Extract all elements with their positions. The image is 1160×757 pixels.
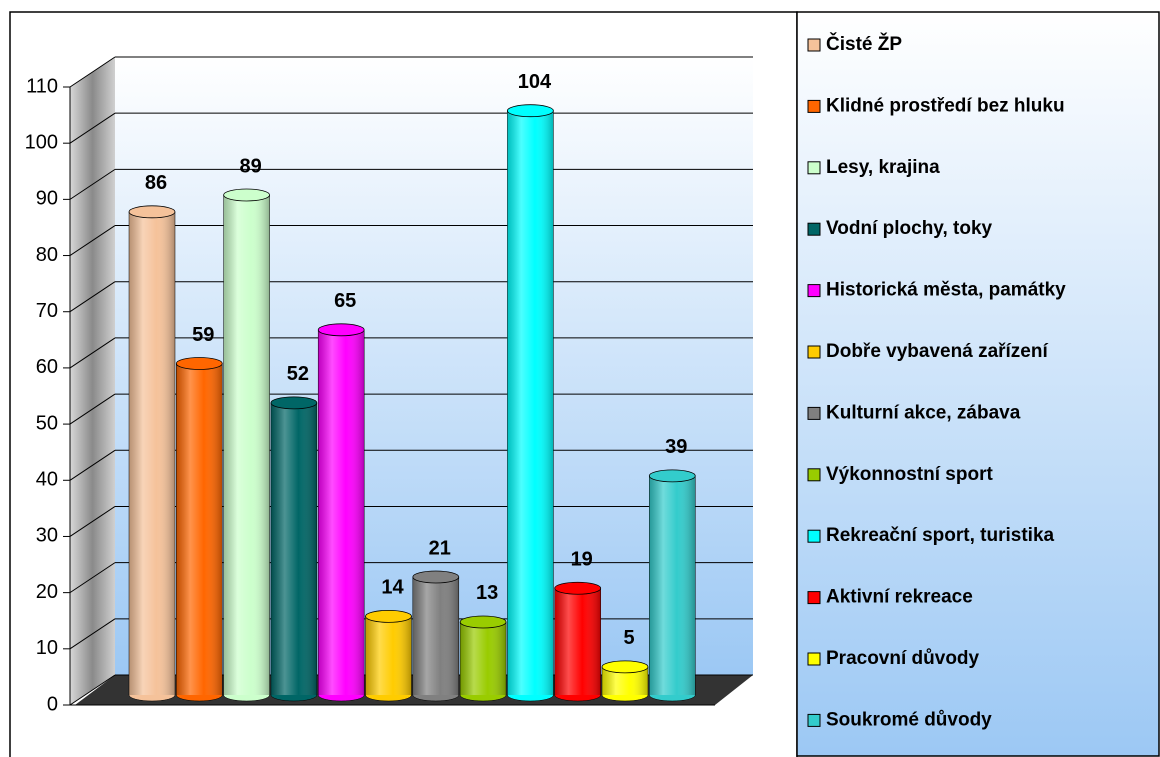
legend-swatch [807, 284, 821, 298]
legend-label: Soukromé důvody [826, 709, 992, 730]
y-tick-label: 10 [36, 637, 58, 659]
grid-line [69, 337, 116, 369]
bar-top [270, 396, 318, 410]
legend-swatch [807, 652, 821, 666]
legend-swatch [807, 529, 821, 543]
legend-label: Rekreační sport, turistika [826, 525, 1055, 546]
legend-label: Klidné prostředí bez hluku [826, 95, 1065, 116]
legend-swatch [807, 222, 821, 236]
grid-line [69, 112, 116, 144]
y-tick-label: 90 [36, 188, 58, 210]
grid-line [69, 618, 116, 650]
legend-label: Historická města, památky [826, 280, 1066, 301]
side-wall [70, 57, 115, 705]
bar-shading [554, 588, 601, 695]
y-tick-label: 80 [36, 244, 58, 266]
legend-label: Kulturní akce, zábava [826, 402, 1021, 423]
y-tick-label: 30 [36, 525, 58, 547]
bar-top [507, 104, 554, 118]
grid-line [69, 506, 116, 537]
bar-top [175, 357, 223, 370]
y-tick-label: 110 [26, 75, 58, 97]
legend-label: Aktivní rekreace [826, 587, 973, 608]
bar-shading [412, 577, 459, 695]
data-label: 89 [239, 155, 261, 177]
legend-swatch [807, 468, 821, 482]
data-label: 14 [381, 577, 404, 599]
bar-top [223, 188, 271, 202]
bar-shading [649, 475, 696, 695]
bar-top [365, 609, 412, 623]
legend-swatch [807, 591, 821, 605]
data-label: 21 [429, 537, 451, 559]
data-label: 39 [665, 436, 687, 458]
bar-top [412, 570, 460, 584]
legend-label: Dobře vybavená zařízení [826, 341, 1048, 362]
bar-top [554, 581, 602, 595]
bar-shading [223, 194, 270, 695]
bar-shading [318, 329, 365, 695]
legend-swatch [807, 713, 821, 727]
grid-line [69, 281, 116, 313]
bar-shading [365, 616, 412, 695]
data-label: 19 [571, 549, 593, 571]
legend-swatch [807, 345, 821, 359]
data-label: 104 [518, 71, 552, 93]
grid-line [69, 393, 116, 425]
data-label: 13 [476, 582, 498, 604]
legend-swatch [807, 161, 821, 175]
bar-shading [460, 621, 507, 695]
bar-top [317, 323, 365, 337]
legend-label: Vodní plochy, toky [826, 218, 993, 239]
legend-swatch [807, 38, 821, 52]
grid-line [69, 449, 116, 481]
y-tick-label: 20 [36, 581, 58, 603]
bar-top [648, 469, 696, 483]
legend-label: Čisté ŽP [826, 33, 902, 55]
grid-line [69, 674, 116, 706]
grid-line [69, 225, 116, 256]
data-label: 52 [287, 363, 309, 385]
data-label: 86 [145, 172, 167, 194]
y-tick-label: 40 [36, 469, 58, 491]
y-tick-label: 100 [25, 131, 58, 153]
legend-label: Výkonnostní sport [826, 464, 993, 485]
data-label: 59 [192, 324, 214, 346]
bar-shading [129, 211, 175, 695]
data-label: 65 [334, 290, 356, 312]
y-tick-label: 60 [36, 356, 58, 378]
bar-top [601, 660, 649, 674]
y-tick-label: 50 [36, 412, 58, 434]
y-tick-label: 0 [47, 693, 58, 715]
legend-label: Lesy, krajina [826, 157, 940, 178]
y-tick-label: 70 [36, 300, 58, 322]
legend [796, 11, 1160, 757]
grid-line [69, 562, 116, 594]
data-label: 5 [623, 627, 634, 649]
legend-swatch [807, 99, 821, 113]
bar-shading [176, 363, 223, 695]
bar-top [459, 615, 507, 629]
legend-label: Pracovní důvody [826, 648, 980, 669]
grid-line [69, 168, 116, 200]
bar-shading [507, 110, 554, 695]
grid-line [69, 56, 116, 88]
bar-shading [270, 402, 317, 695]
bar-top [128, 205, 176, 219]
legend-swatch [807, 406, 821, 420]
